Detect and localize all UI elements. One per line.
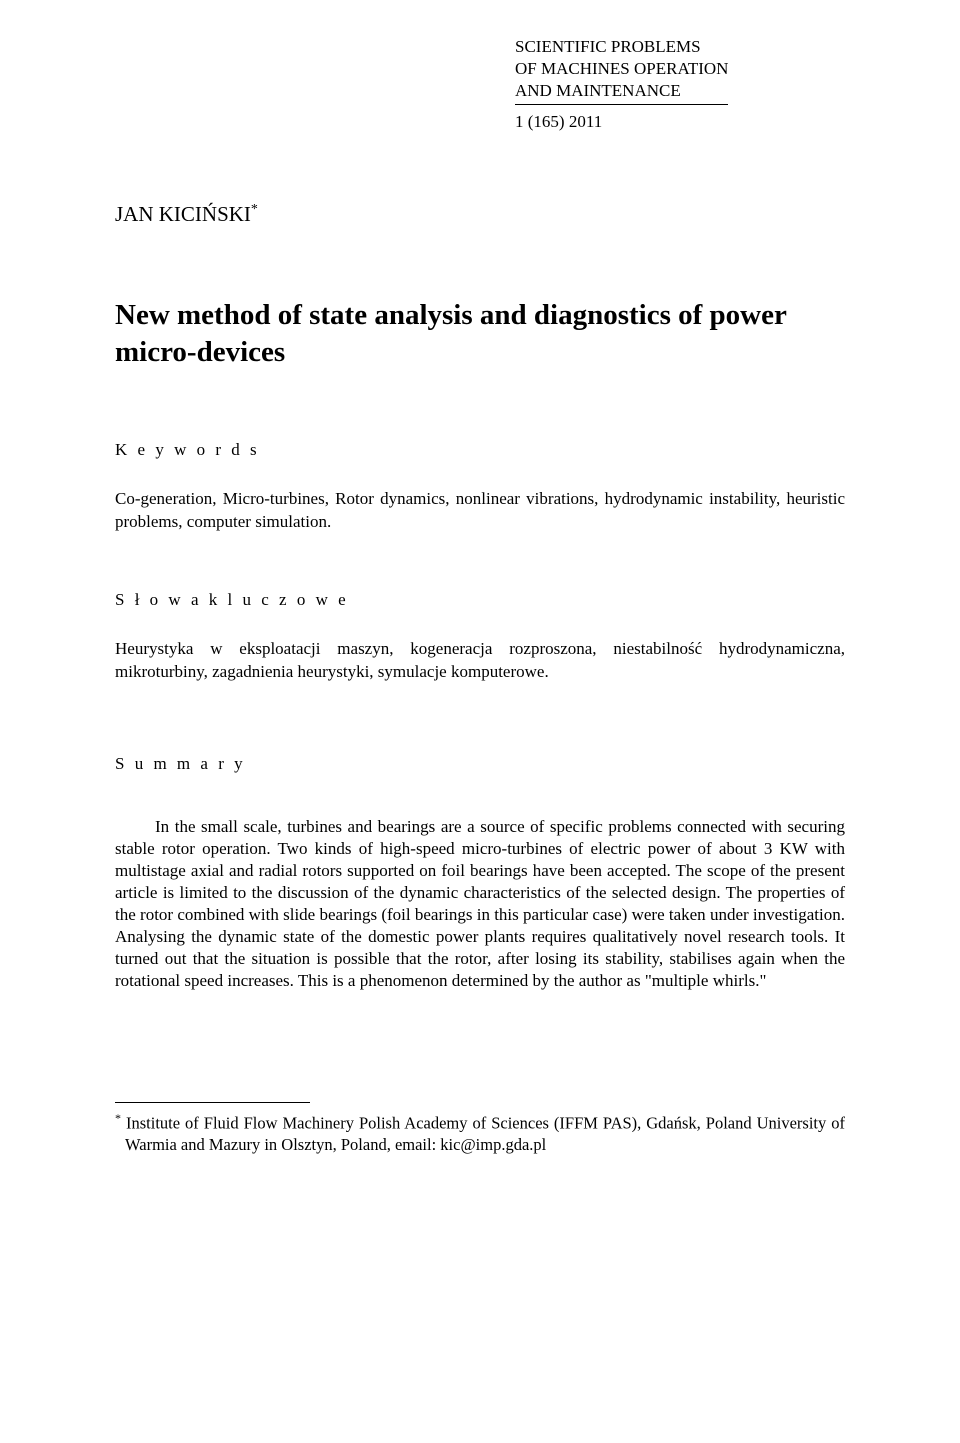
journal-title-line2: OF MACHINES OPERATION: [515, 59, 728, 78]
journal-title-underlined: SCIENTIFIC PROBLEMS OF MACHINES OPERATIO…: [515, 36, 728, 105]
journal-title-line3: AND MAINTENANCE: [515, 81, 681, 100]
author-footnote-marker: *: [251, 202, 258, 217]
keywords-text: Co-generation, Micro-turbines, Rotor dyn…: [115, 488, 845, 534]
footnote-separator: [115, 1102, 310, 1103]
footnote: * Institute of Fluid Flow Machinery Poli…: [115, 1111, 845, 1155]
keywords-heading: K e y w o r d s: [115, 440, 845, 460]
article-title: New method of state analysis and diagnos…: [115, 297, 845, 370]
author-name-text: JAN KICIŃSKI: [115, 202, 251, 226]
journal-title-block: SCIENTIFIC PROBLEMS OF MACHINES OPERATIO…: [515, 36, 845, 108]
slowa-heading: S ł o w a k l u c z o w e: [115, 590, 845, 610]
author-name: JAN KICIŃSKI*: [115, 202, 845, 227]
journal-issue: 1 (165) 2011: [515, 112, 845, 132]
slowa-text: Heurystyka w eksploatacji maszyn, kogene…: [115, 638, 845, 684]
footnote-text: Institute of Fluid Flow Machinery Polish…: [121, 1114, 845, 1154]
summary-heading: S u m m a r y: [115, 754, 845, 774]
journal-title-line1: SCIENTIFIC PROBLEMS: [515, 37, 701, 56]
summary-text: In the small scale, turbines and bearing…: [115, 816, 845, 993]
journal-header: SCIENTIFIC PROBLEMS OF MACHINES OPERATIO…: [515, 36, 845, 132]
